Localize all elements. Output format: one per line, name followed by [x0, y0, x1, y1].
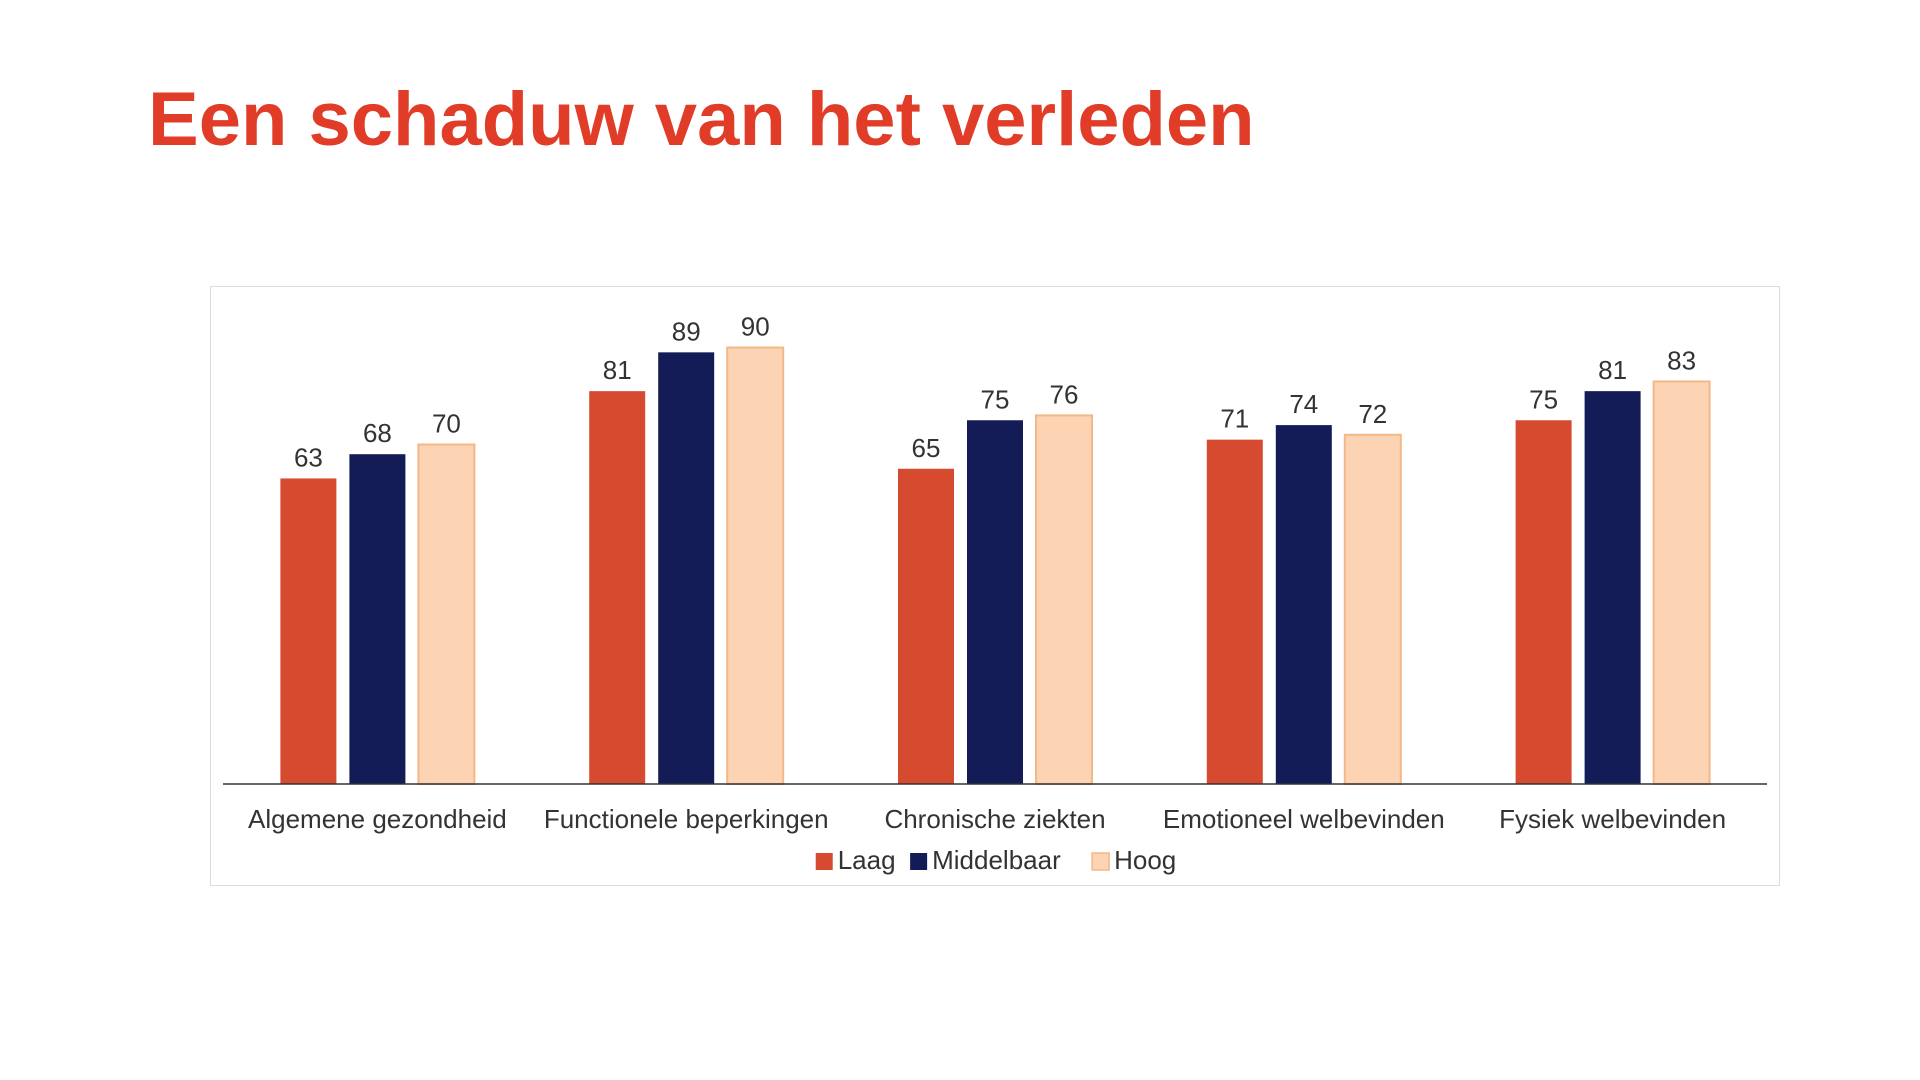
- legend-label: Middelbaar: [932, 845, 1061, 875]
- data-labels-layer: 63 68 70 Algemene gezondheid 81 89 90 Functione…: [248, 312, 1726, 835]
- bar-middelbaar-2: [658, 352, 715, 784]
- bar-chart: 63 68 70 Algemene gezondheid 81 89 90 Functione…: [223, 312, 1767, 875]
- data-label: 90: [741, 312, 770, 342]
- legend-item-middelbaar: Middelbaar: [910, 845, 1061, 875]
- data-label: 74: [1289, 389, 1318, 419]
- bar-middelbaar-5: [1584, 391, 1641, 784]
- category-label: Emotioneel welbevinden: [1163, 804, 1445, 834]
- chart-frame: 63 68 70 Algemene gezondheid 81 89 90 Functione…: [210, 286, 1780, 886]
- bar-middelbaar-3: [967, 420, 1023, 784]
- data-label: 70: [432, 409, 461, 439]
- data-label: 89: [672, 316, 701, 346]
- legend-item-laag: Laag: [815, 845, 896, 875]
- bar-laag-5: [1515, 420, 1572, 784]
- data-label: 75: [981, 384, 1010, 414]
- legend-label: Laag: [838, 845, 896, 875]
- bar-laag-4: [1206, 439, 1263, 784]
- bar-hoog-2: [726, 346, 785, 785]
- bar-laag-2: [589, 391, 646, 784]
- data-label: 63: [294, 442, 323, 472]
- data-label: 68: [363, 418, 392, 448]
- legend-swatch: [910, 853, 928, 870]
- bar-hoog-5: [1652, 380, 1711, 785]
- bar-laag-3: [898, 468, 954, 784]
- bar-hoog-4: [1343, 433, 1402, 786]
- bar-hoog-1: [417, 443, 476, 785]
- data-label: 76: [1050, 379, 1079, 409]
- data-label: 71: [1220, 404, 1249, 434]
- legend-item-hoog: Hoog: [1091, 845, 1176, 875]
- data-label: 81: [603, 355, 632, 385]
- legend: Laag Middelbaar Hoog: [815, 845, 1176, 875]
- category-label: Chronische ziekten: [884, 804, 1105, 834]
- data-label: 75: [1529, 384, 1558, 414]
- data-label: 81: [1598, 355, 1627, 385]
- bar-laag-1: [280, 478, 337, 784]
- legend-swatch: [1091, 852, 1110, 871]
- category-label: Functionele beperkingen: [544, 804, 829, 834]
- bars-layer: [280, 346, 1711, 786]
- data-label: 83: [1667, 345, 1696, 375]
- bar-middelbaar-4: [1275, 425, 1332, 784]
- data-label: 72: [1358, 399, 1387, 429]
- legend-label: Hoog: [1114, 845, 1176, 875]
- category-label: Algemene gezondheid: [248, 804, 507, 834]
- bar-hoog-3: [1035, 414, 1093, 785]
- legend-swatch: [815, 853, 833, 870]
- data-label: 65: [912, 433, 941, 463]
- bar-middelbaar-1: [349, 454, 406, 784]
- slide-title: Een schaduw van het verleden: [148, 77, 1255, 162]
- category-label: Fysiek welbevinden: [1499, 804, 1726, 834]
